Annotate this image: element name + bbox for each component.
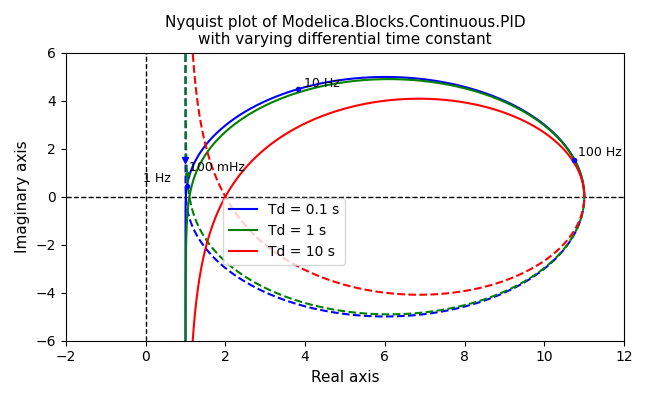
Td = 10 s xyxy=(415,96,423,101)
Text: 10 Hz: 10 Hz xyxy=(305,76,340,90)
Td = 0.1 s xyxy=(565,148,573,153)
Td = 10 s xyxy=(581,194,588,199)
Td = 1 s xyxy=(385,77,393,82)
Td = 1 s xyxy=(580,185,588,190)
Line: Td = 0.1 s: Td = 0.1 s xyxy=(185,77,584,400)
Td = 0.1 s xyxy=(381,74,389,79)
Td = 10 s xyxy=(581,194,588,199)
Title: Nyquist plot of Modelica.Blocks.Continuous.PID
with varying differential time co: Nyquist plot of Modelica.Blocks.Continuo… xyxy=(165,15,526,47)
Td = 0.1 s xyxy=(581,194,588,199)
Td = 10 s xyxy=(330,109,338,114)
Text: 100 mHz: 100 mHz xyxy=(189,161,246,174)
Td = 1 s xyxy=(422,79,430,84)
X-axis label: Real axis: Real axis xyxy=(310,370,379,385)
Y-axis label: Imaginary axis: Imaginary axis xyxy=(15,140,30,253)
Td = 0.1 s xyxy=(187,167,195,172)
Td = 1 s xyxy=(581,194,588,199)
Text: 100 Hz: 100 Hz xyxy=(579,146,622,159)
Line: Td = 10 s: Td = 10 s xyxy=(187,99,584,400)
Td = 0.1 s xyxy=(580,190,588,195)
Td = 10 s xyxy=(578,177,586,182)
Td = 0.1 s xyxy=(181,224,189,228)
Td = 10 s xyxy=(581,194,588,199)
Line: Td = 1 s: Td = 1 s xyxy=(185,79,584,400)
Td = 0.1 s xyxy=(579,182,587,186)
Td = 1 s xyxy=(581,193,588,198)
Td = 1 s xyxy=(184,207,192,212)
Td = 10 s xyxy=(581,194,588,198)
Td = 1 s xyxy=(581,194,588,199)
Td = 0.1 s xyxy=(526,112,533,116)
Text: 1 Hz: 1 Hz xyxy=(143,172,171,185)
Td = 10 s xyxy=(581,194,588,199)
Legend: Td = 0.1 s, Td = 1 s, Td = 10 s: Td = 0.1 s, Td = 1 s, Td = 10 s xyxy=(224,198,345,265)
Td = 1 s xyxy=(580,190,588,194)
